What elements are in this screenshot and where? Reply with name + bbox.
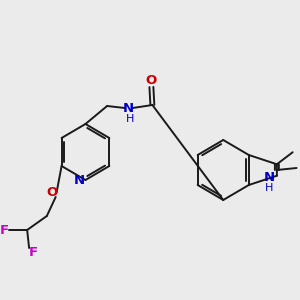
Text: O: O bbox=[146, 74, 157, 86]
Text: N: N bbox=[123, 101, 134, 115]
Text: F: F bbox=[0, 224, 9, 236]
Text: O: O bbox=[46, 187, 57, 200]
Text: H: H bbox=[126, 114, 134, 124]
Text: N: N bbox=[74, 173, 85, 187]
Text: H: H bbox=[265, 183, 273, 193]
Text: F: F bbox=[28, 247, 38, 260]
Text: N: N bbox=[263, 171, 274, 184]
